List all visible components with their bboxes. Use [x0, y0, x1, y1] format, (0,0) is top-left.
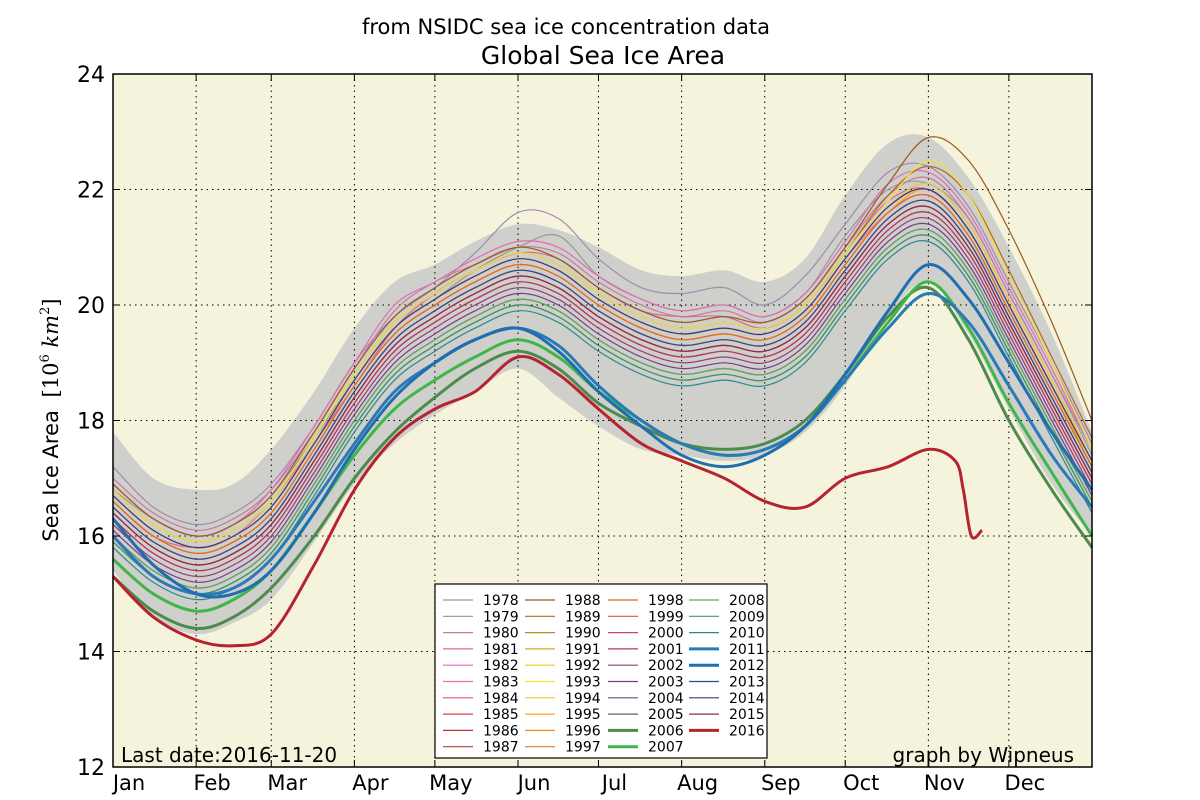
- x-tick-label-jun: Jun: [516, 771, 551, 795]
- series-line-1998: [112, 193, 1093, 554]
- legend-label-1995: 1995: [565, 707, 601, 723]
- x-tick-label-mar: Mar: [267, 771, 307, 795]
- y-tick-label-16: 16: [77, 525, 105, 550]
- y-axis-label: Sea Ice Area [106 km2]: [38, 298, 63, 541]
- series-line-2002: [112, 216, 1093, 578]
- envelope-layer: [113, 134, 1092, 635]
- legend-entries: 1978197919801981198219831984198519861987…: [443, 593, 765, 756]
- legend-label-2012: 2012: [729, 658, 765, 674]
- legend-label-1978: 1978: [483, 593, 519, 609]
- legend-label-2004: 2004: [648, 691, 684, 707]
- legend-label-1980: 1980: [483, 626, 519, 642]
- series-line-2011: [111, 292, 1094, 597]
- legend-label-1983: 1983: [483, 675, 519, 691]
- y-axis-exp2: 2: [38, 307, 53, 315]
- x-tick-label-oct: Oct: [843, 771, 879, 795]
- legend-label-1998: 1998: [648, 593, 684, 609]
- y-tick-label-20: 20: [77, 294, 105, 319]
- legend-label-2016: 2016: [729, 723, 765, 739]
- x-tick-label-jan: Jan: [111, 771, 145, 795]
- legend-label-1981: 1981: [483, 642, 519, 658]
- y-tick-label-14: 14: [77, 641, 105, 666]
- series-line-2003: [112, 222, 1093, 583]
- series-line-2012: [111, 263, 1094, 599]
- legend-label-1982: 1982: [483, 658, 519, 674]
- legend-label-1992: 1992: [565, 658, 601, 674]
- legend-label-2013: 2013: [729, 675, 765, 691]
- legend-label-2003: 2003: [648, 675, 684, 691]
- legend-label-2001: 2001: [648, 642, 684, 658]
- y-axis-label-text: Sea Ice Area: [39, 410, 63, 541]
- x-tick-label-feb: Feb: [194, 771, 231, 795]
- x-tick-label-sep: Sep: [761, 771, 801, 795]
- series-line-2009: [112, 234, 1093, 595]
- series-line-1982: [112, 169, 1093, 537]
- series-line-2001: [112, 211, 1093, 572]
- legend-label-2014: 2014: [729, 691, 765, 707]
- chart-subtitle: from NSIDC sea ice concentration data: [362, 15, 770, 39]
- axis-layer: 12 14 16 18 20 22 24 Jan Feb Mar Apr May Jun Jul Aug Se…: [77, 63, 1092, 795]
- legend-label-1985: 1985: [483, 707, 519, 723]
- series-line-2016: [111, 355, 984, 648]
- credit-annotation: graph by Wipneus: [893, 743, 1074, 767]
- chart-title: Global Sea Ice Area: [481, 41, 725, 70]
- legend-label-2010: 2010: [729, 626, 765, 642]
- x-tick-label-aug: Aug: [677, 771, 718, 795]
- x-tick-label-apr: Apr: [352, 771, 389, 795]
- legend-label-2015: 2015: [729, 707, 765, 723]
- legend-label-2007: 2007: [648, 740, 684, 756]
- x-tick-label-nov: Nov: [924, 771, 965, 795]
- legend-label-1991: 1991: [565, 642, 601, 658]
- legend-label-1979: 1979: [483, 609, 519, 625]
- legend-label-1988: 1988: [565, 593, 601, 609]
- last-date-annotation: Last date:2016-11-20: [121, 743, 337, 767]
- series-line-2013: [112, 199, 1093, 560]
- series-line-1993: [112, 159, 1093, 543]
- legend-label-2002: 2002: [648, 658, 684, 674]
- legend-label-1994: 1994: [565, 691, 601, 707]
- legend-label-1986: 1986: [483, 723, 519, 739]
- legend-label-2011: 2011: [729, 642, 765, 658]
- legend-label-1989: 1989: [565, 609, 601, 625]
- legend-label-1984: 1984: [483, 691, 519, 707]
- envelope-band: [113, 134, 1092, 635]
- legend-label-2005: 2005: [648, 707, 684, 723]
- series-line-2008: [112, 228, 1093, 589]
- x-tick-label-dec: Dec: [1005, 771, 1046, 795]
- series-layer: [111, 136, 1094, 648]
- series-line-2014: [112, 188, 1093, 549]
- y-axis-units: [10: [39, 363, 63, 398]
- series-line-1979: [112, 162, 1093, 526]
- legend-label-1997: 1997: [565, 740, 601, 756]
- legend-label-1996: 1996: [565, 723, 601, 739]
- legend-label-1993: 1993: [565, 675, 601, 691]
- series-line-1988: [112, 136, 1093, 537]
- legend-label-1999: 1999: [648, 609, 684, 625]
- legend-label-2009: 2009: [729, 609, 765, 625]
- y-axis-exp: 6: [38, 354, 53, 362]
- series-line-2006: [112, 285, 1094, 630]
- y-axis-units2: km: [39, 315, 63, 354]
- y-tick-label-18: 18: [77, 410, 105, 435]
- x-tick-label-may: May: [429, 771, 472, 795]
- y-tick-label-22: 22: [77, 179, 105, 204]
- legend-label-2000: 2000: [648, 626, 684, 642]
- y-tick-label-12: 12: [77, 756, 105, 781]
- legend-label-2006: 2006: [648, 723, 684, 739]
- series-line-2015: [112, 205, 1093, 566]
- legend-label-1990: 1990: [565, 626, 601, 642]
- x-tick-label-jul: Jul: [600, 771, 627, 795]
- y-axis-close: ]: [39, 298, 63, 306]
- legend-label-1987: 1987: [483, 740, 519, 756]
- y-tick-label-24: 24: [77, 63, 105, 88]
- legend-label-2008: 2008: [729, 593, 765, 609]
- legend: 1978197919801981198219831984198519861987…: [434, 583, 768, 759]
